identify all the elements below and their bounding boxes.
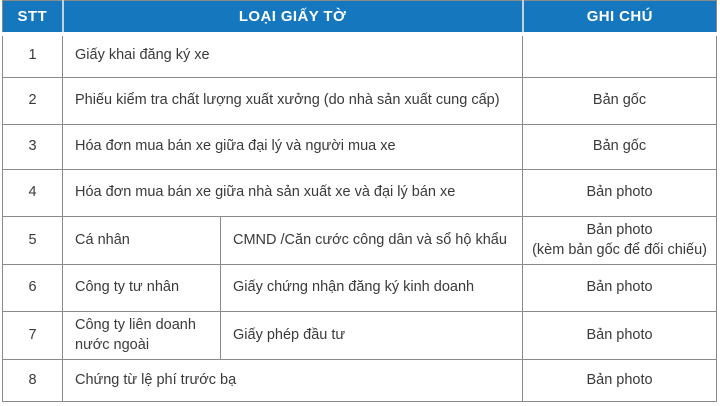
doc-type-cell: Phiếu kiểm tra chất lượng xuất xưởng (do… <box>61 77 524 125</box>
subject-cell: Công ty liên doanh nước ngoài <box>62 311 221 361</box>
note-cell: Bản photo (kèm bản gốc để đối chiếu) <box>522 215 718 266</box>
doc-type-cell: Giấy phép đầu tư <box>219 311 524 361</box>
table-row: 1 Giấy khai đăng ký xe <box>2 33 718 78</box>
stt-cell: 1 <box>2 33 63 78</box>
doc-type-cell: Hóa đơn mua bán xe giữa nhà sản xuất xe … <box>61 169 524 217</box>
note-cell: Bản photo <box>522 311 718 361</box>
note-cell: Bản gốc <box>522 124 718 170</box>
doc-type-cell: Chứng từ lệ phí trước bạ <box>61 359 524 403</box>
table-row: 7 Công ty liên doanh nước ngoài Giấy phé… <box>2 311 718 361</box>
note-line-2: (kèm bản gốc để đối chiếu) <box>532 241 707 258</box>
table-row: 5 Cá nhân CMND /Căn cước công dân và sổ … <box>2 215 718 266</box>
note-cell: Bản gốc <box>522 77 718 125</box>
stt-cell: 7 <box>2 311 63 361</box>
header-row: STT LOẠI GIẤY TỜ GHI CHÚ <box>2 0 717 36</box>
table-row: 3 Hóa đơn mua bán xe giữa đại lý và ngườ… <box>2 124 718 170</box>
table-row: 4 Hóa đơn mua bán xe giữa nhà sản xuất x… <box>2 169 718 217</box>
stt-cell: 6 <box>2 264 63 313</box>
stt-cell: 8 <box>2 359 63 403</box>
stt-cell: 4 <box>2 169 63 217</box>
header-note: GHI CHÚ <box>521 0 717 36</box>
doc-type-cell: Giấy chứng nhận đăng ký kinh doanh <box>219 264 524 313</box>
table-row: 8 Chứng từ lệ phí trước bạ Bản photo <box>2 359 718 403</box>
subject-cell: Công ty tư nhân <box>62 264 221 313</box>
subject-cell: Cá nhân <box>62 215 221 266</box>
table-row: 2 Phiếu kiểm tra chất lượng xuất xưởng (… <box>2 77 718 125</box>
doc-type-cell: Giấy khai đăng ký xe <box>61 33 524 78</box>
doc-type-cell: CMND /Căn cước công dân và sổ hộ khẩu <box>219 215 524 266</box>
header-stt: STT <box>2 0 63 36</box>
stt-cell: 3 <box>2 124 63 170</box>
header-document-type: LOẠI GIẤY TỜ <box>61 0 523 36</box>
note-cell: Bản photo <box>522 264 718 313</box>
stt-cell: 2 <box>2 77 63 125</box>
table-row: 6 Công ty tư nhân Giấy chứng nhận đăng k… <box>2 264 718 313</box>
doc-type-cell: Hóa đơn mua bán xe giữa đại lý và người … <box>61 124 524 170</box>
note-cell <box>522 33 718 78</box>
note-line-1: Bản photo <box>586 222 653 238</box>
note-cell: Bản photo <box>522 359 718 403</box>
note-cell: Bản photo <box>522 169 718 217</box>
stt-cell: 5 <box>2 215 63 266</box>
